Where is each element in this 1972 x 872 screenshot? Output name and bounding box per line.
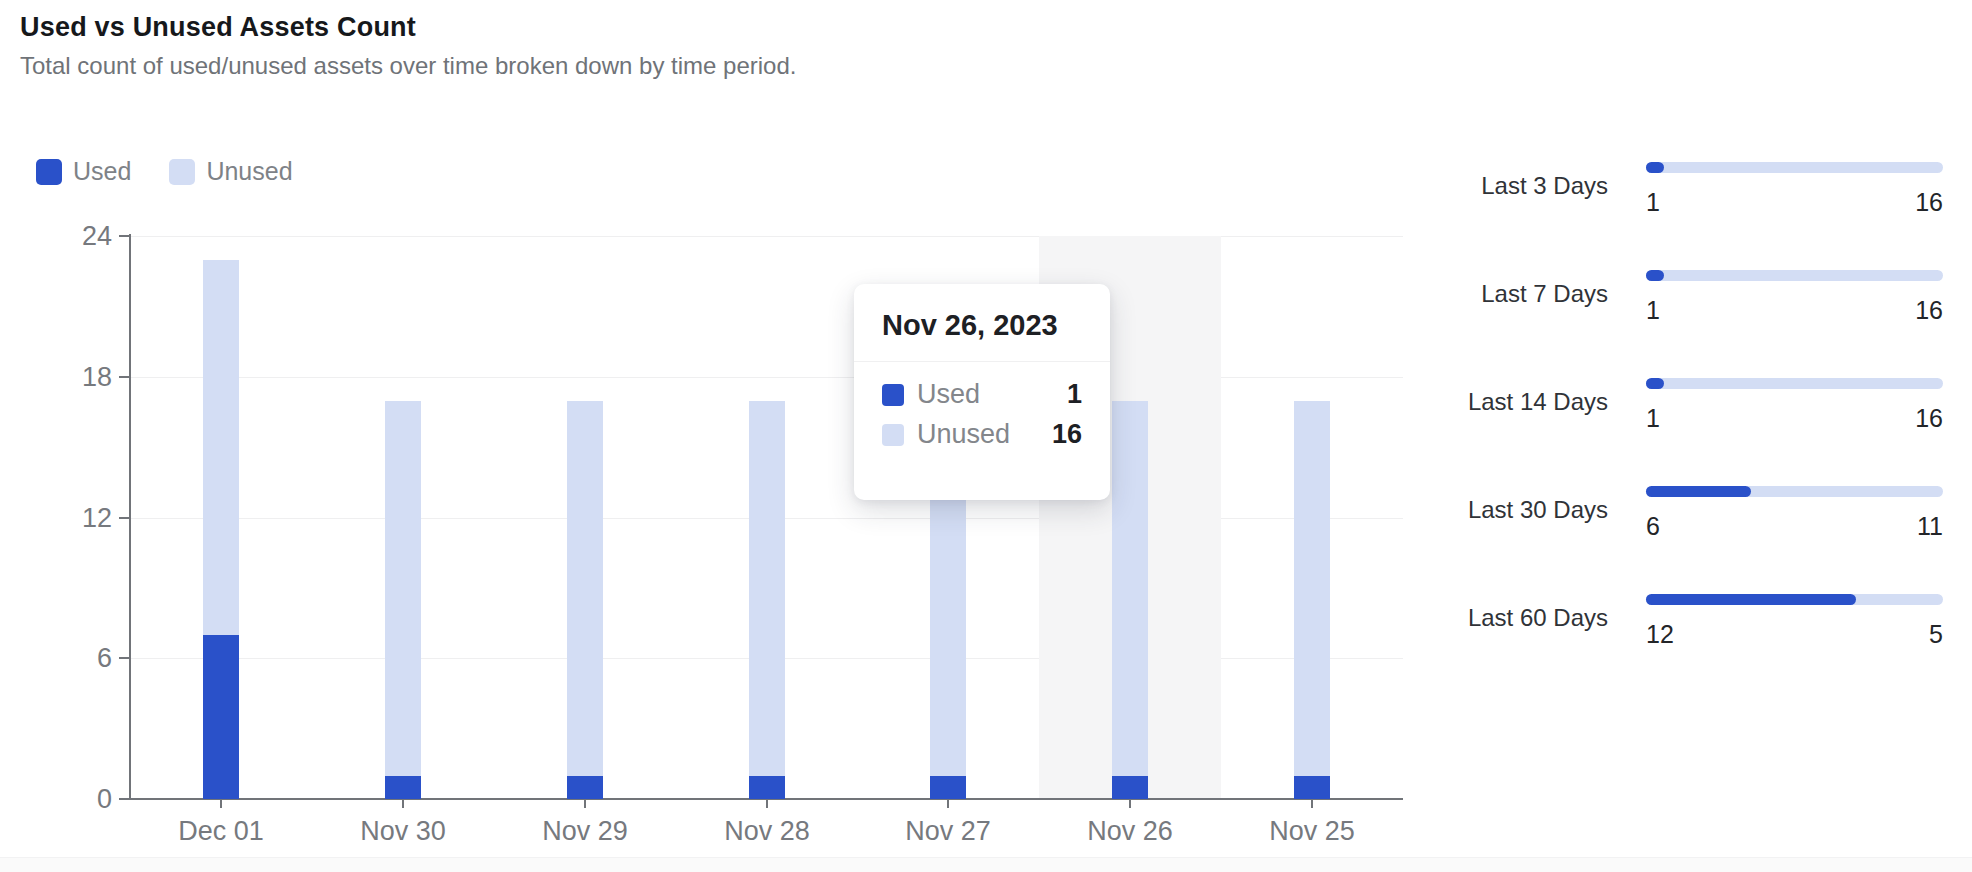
progress-used-value: 1: [1646, 188, 1660, 217]
tooltip-row: Used 1: [882, 379, 1082, 410]
x-axis-label: Nov 26: [1050, 816, 1210, 847]
summary-row: Last 30 Days 6 11: [1430, 486, 1950, 548]
y-axis-label: 18: [32, 362, 112, 393]
bottom-section-divider: [0, 857, 1972, 872]
bar-column[interactable]: [385, 401, 421, 799]
y-axis-tick: [119, 657, 129, 659]
progress-used-value: 6: [1646, 512, 1660, 541]
progress-track: [1646, 486, 1943, 497]
bar-column[interactable]: [567, 401, 603, 799]
bar-used-segment[interactable]: [1294, 776, 1330, 799]
x-axis-tick: [1129, 800, 1131, 808]
x-axis-label: Dec 01: [141, 816, 301, 847]
x-axis-tick: [402, 800, 404, 808]
y-axis-tick: [119, 517, 129, 519]
progress-values: 12 5: [1646, 620, 1943, 649]
bar-used-segment[interactable]: [1112, 776, 1148, 799]
progress-used-value: 1: [1646, 404, 1660, 433]
y-axis-tick: [119, 235, 129, 237]
x-axis-tick: [584, 800, 586, 808]
progress-values: 1 16: [1646, 188, 1943, 217]
tooltip-value-used: 1: [1067, 379, 1082, 410]
bar-used-segment[interactable]: [930, 776, 966, 799]
chart-tooltip: Nov 26, 2023 Used 1 Unused 16: [854, 284, 1110, 500]
tooltip-swatch-unused-icon: [882, 424, 904, 446]
progress-track: [1646, 378, 1943, 389]
x-axis-tick: [947, 800, 949, 808]
y-axis-label: 6: [32, 643, 112, 674]
progress-fill: [1646, 594, 1856, 605]
progress-values: 6 11: [1646, 512, 1943, 541]
bar-unused-segment[interactable]: [1112, 401, 1148, 776]
x-axis-label: Nov 27: [868, 816, 1028, 847]
bar-column[interactable]: [1112, 401, 1148, 799]
bar-unused-segment[interactable]: [567, 401, 603, 776]
summary-panel: Last 3 Days116Last 7 Days116Last 14 Days…: [1430, 0, 1972, 872]
progress-fill: [1646, 486, 1751, 497]
progress-unused-value: 16: [1915, 404, 1943, 433]
bar-unused-segment[interactable]: [1294, 401, 1330, 776]
bar-used-segment[interactable]: [385, 776, 421, 799]
y-axis-label: 0: [32, 784, 112, 815]
tooltip-swatch-used-icon: [882, 384, 904, 406]
summary-row-label: Last 30 Days: [1430, 496, 1608, 524]
summary-row: Last 7 Days 1 16: [1430, 270, 1950, 332]
bar-column[interactable]: [203, 260, 239, 799]
bar-used-segment[interactable]: [749, 776, 785, 799]
tooltip-value-unused: 16: [1052, 419, 1082, 450]
x-axis-label: Nov 28: [687, 816, 847, 847]
progress-used-value: 1: [1646, 296, 1660, 325]
y-axis-tick: [119, 798, 129, 800]
progress-values: 1 16: [1646, 296, 1943, 325]
progress-fill: [1646, 378, 1664, 389]
bar-unused-segment[interactable]: [385, 401, 421, 776]
dashboard-card: Used vs Unused Assets Count Total count …: [0, 0, 1972, 872]
summary-row-label: Last 7 Days: [1430, 280, 1608, 308]
progress-fill: [1646, 270, 1664, 281]
tooltip-label-used: Used: [917, 379, 1054, 410]
y-axis-label: 12: [32, 503, 112, 534]
progress-fill: [1646, 162, 1664, 173]
x-axis-label: Nov 25: [1232, 816, 1392, 847]
progress-track: [1646, 162, 1943, 173]
x-axis-tick: [1311, 800, 1313, 808]
x-axis-tick: [220, 800, 222, 808]
bar-used-segment[interactable]: [567, 776, 603, 799]
tooltip-row: Unused 16: [882, 419, 1082, 450]
summary-row-label: Last 14 Days: [1430, 388, 1608, 416]
x-axis-label: Nov 30: [323, 816, 483, 847]
summary-row: Last 60 Days 12 5: [1430, 594, 1950, 656]
bar-used-segment[interactable]: [203, 635, 239, 799]
summary-row: Last 14 Days 1 16: [1430, 378, 1950, 440]
progress-used-value: 12: [1646, 620, 1674, 649]
bar-column[interactable]: [749, 401, 785, 799]
x-axis-tick: [766, 800, 768, 808]
summary-row-label: Last 3 Days: [1430, 172, 1608, 200]
bar-unused-segment[interactable]: [203, 260, 239, 635]
summary-row-label: Last 60 Days: [1430, 604, 1608, 632]
progress-values: 1 16: [1646, 404, 1943, 433]
bar-column[interactable]: [1294, 401, 1330, 799]
y-axis-label: 24: [32, 221, 112, 252]
progress-unused-value: 5: [1929, 620, 1943, 649]
bar-chart-plot: 24 18 12 6 0 Dec 01 Nov 30 Nov 29 Nov 28 Nov 27 No…: [0, 0, 1460, 872]
axis-line-y: [129, 234, 131, 800]
y-axis-tick: [119, 376, 129, 378]
x-axis-label: Nov 29: [505, 816, 665, 847]
progress-unused-value: 11: [1917, 512, 1943, 541]
progress-track: [1646, 270, 1943, 281]
tooltip-title: Nov 26, 2023: [854, 284, 1110, 361]
progress-track: [1646, 594, 1943, 605]
bar-unused-segment[interactable]: [749, 401, 785, 776]
summary-row: Last 3 Days 1 16: [1430, 162, 1950, 224]
tooltip-label-unused: Unused: [917, 419, 1039, 450]
tooltip-body: Used 1 Unused 16: [854, 362, 1110, 450]
progress-unused-value: 16: [1915, 188, 1943, 217]
progress-unused-value: 16: [1915, 296, 1943, 325]
